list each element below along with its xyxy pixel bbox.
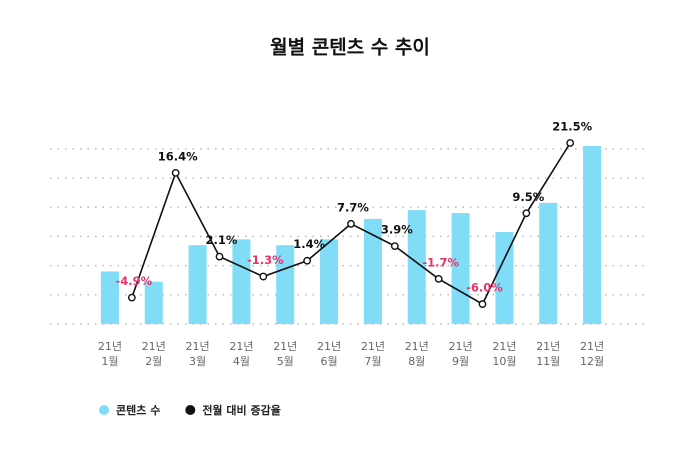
data-label: -6.0% <box>466 281 503 295</box>
bar <box>495 232 514 324</box>
line-point <box>478 300 487 308</box>
x-tick-label: 21년 <box>98 340 122 353</box>
x-tick-label: 1월 <box>101 355 118 368</box>
bar <box>320 239 339 324</box>
x-tick-label: 21년 <box>580 340 604 353</box>
x-tick-label: 10월 <box>492 355 516 368</box>
data-label: 7.7% <box>337 200 369 214</box>
data-label: -1.7% <box>422 255 459 269</box>
line-point <box>390 242 399 250</box>
bar <box>539 202 558 324</box>
bar <box>100 271 119 324</box>
x-tick-label: 21년 <box>492 340 516 353</box>
line-point <box>347 219 355 228</box>
x-tick-label: 12월 <box>580 355 604 368</box>
data-label: 16.4% <box>158 149 198 163</box>
line-point <box>259 272 268 281</box>
legend-swatch <box>185 405 196 415</box>
legend-label: 전월 대비 증감율 <box>202 403 281 417</box>
x-tick-label: 6월 <box>321 355 338 368</box>
bar <box>276 245 295 324</box>
x-tick-label: 21년 <box>229 340 253 353</box>
x-tick-label: 2월 <box>145 355 162 368</box>
x-tick-label: 21년 <box>317 340 341 353</box>
line-point <box>434 274 443 283</box>
chart-title: 월별 콘텐츠 수 추이 <box>270 37 430 59</box>
line-point <box>171 168 180 177</box>
x-tick-label: 21년 <box>361 340 385 353</box>
x-tick-label: 9월 <box>452 355 469 368</box>
bar <box>407 210 426 324</box>
x-tick-label: 21년 <box>449 340 473 353</box>
x-tick-label: 11월 <box>536 355 560 368</box>
x-tick-label: 21년 <box>405 340 429 353</box>
bar <box>451 213 470 324</box>
x-tick-label: 5월 <box>277 355 294 368</box>
line-point <box>566 139 575 147</box>
data-label: -4.9% <box>115 274 152 288</box>
x-tick-label: 4월 <box>233 355 250 368</box>
line-point <box>127 293 136 302</box>
data-label: 9.5% <box>512 190 544 204</box>
line-point <box>303 256 312 265</box>
x-tick-label: 21년 <box>536 340 560 353</box>
bar <box>583 145 602 324</box>
data-label: 3.9% <box>381 223 413 237</box>
x-tick-label: 8월 <box>408 355 425 368</box>
bar <box>232 239 251 324</box>
line-point <box>522 209 531 218</box>
line-point <box>215 252 224 261</box>
data-label: 2.1% <box>206 233 238 247</box>
x-tick-label: 3월 <box>189 355 206 368</box>
x-tick-label: 7월 <box>364 355 381 368</box>
x-tick-label: 21년 <box>273 340 297 353</box>
bar <box>363 218 382 324</box>
x-tick-label: 21년 <box>142 340 166 353</box>
data-label: 1.4% <box>293 237 325 251</box>
x-tick-label: 21년 <box>186 340 210 353</box>
data-label: -1.3% <box>247 253 284 267</box>
legend-swatch <box>99 405 109 415</box>
data-label: 21.5% <box>552 120 592 134</box>
bar <box>188 245 207 324</box>
bar <box>144 281 163 324</box>
legend-label: 콘텐츠 수 <box>116 403 160 417</box>
